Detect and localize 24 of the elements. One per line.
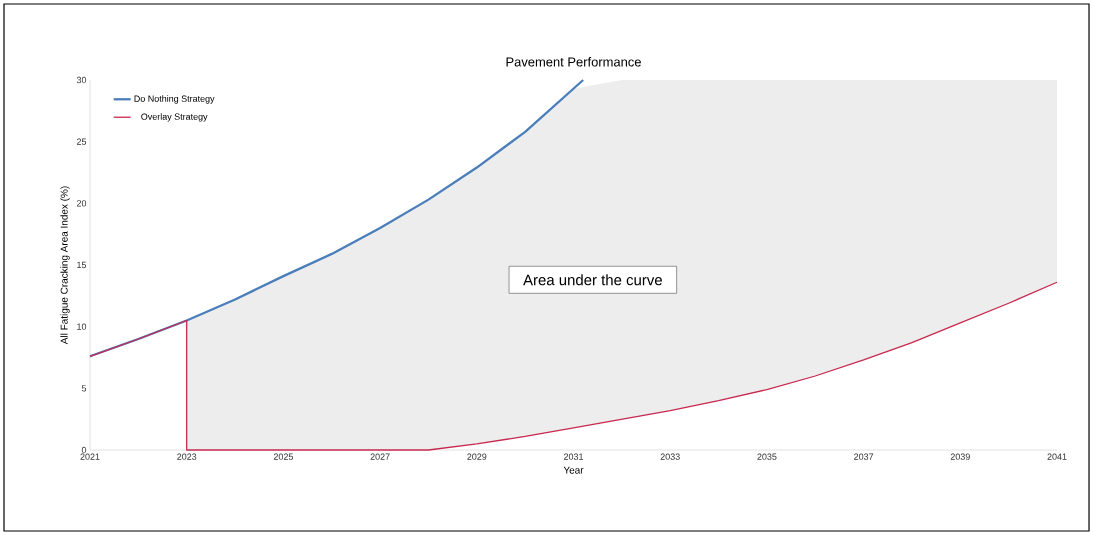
x-tick-label: 2033 bbox=[660, 453, 680, 460]
chart-title: Pavement Performance bbox=[506, 57, 641, 67]
y-tick-label: 15 bbox=[77, 261, 87, 269]
y-axis-title: All Fatigue Cracking Area Index (%) bbox=[60, 186, 70, 345]
x-tick-label: 2037 bbox=[854, 453, 874, 460]
x-tick-label: 2025 bbox=[273, 453, 293, 460]
y-tick-label: 25 bbox=[76, 138, 87, 145]
x-tick-label: 2027 bbox=[370, 453, 390, 460]
legend-label: Overlay Strategy bbox=[141, 113, 208, 122]
legend-label: Do Nothing Strategy bbox=[134, 95, 215, 104]
x-tick-label: 2021 bbox=[80, 453, 100, 460]
y-tick-label: 30 bbox=[76, 76, 87, 84]
x-tick-label: 2023 bbox=[177, 453, 197, 460]
x-tick-label: 2029 bbox=[467, 453, 487, 460]
annotation: Area under the curve bbox=[523, 274, 662, 286]
y-tick-label: 0 bbox=[81, 446, 87, 454]
x-tick-label: 2031 bbox=[563, 453, 584, 460]
x-tick-label: 2041 bbox=[1047, 453, 1067, 460]
y-tick-label: 10 bbox=[77, 323, 87, 330]
y-tick-label: 20 bbox=[76, 200, 87, 207]
x-tick-label: 2039 bbox=[950, 453, 970, 460]
y-tick-label: 5 bbox=[81, 385, 87, 392]
x-tick-label: 2035 bbox=[757, 453, 777, 460]
x-axis-title: Year bbox=[563, 466, 584, 474]
